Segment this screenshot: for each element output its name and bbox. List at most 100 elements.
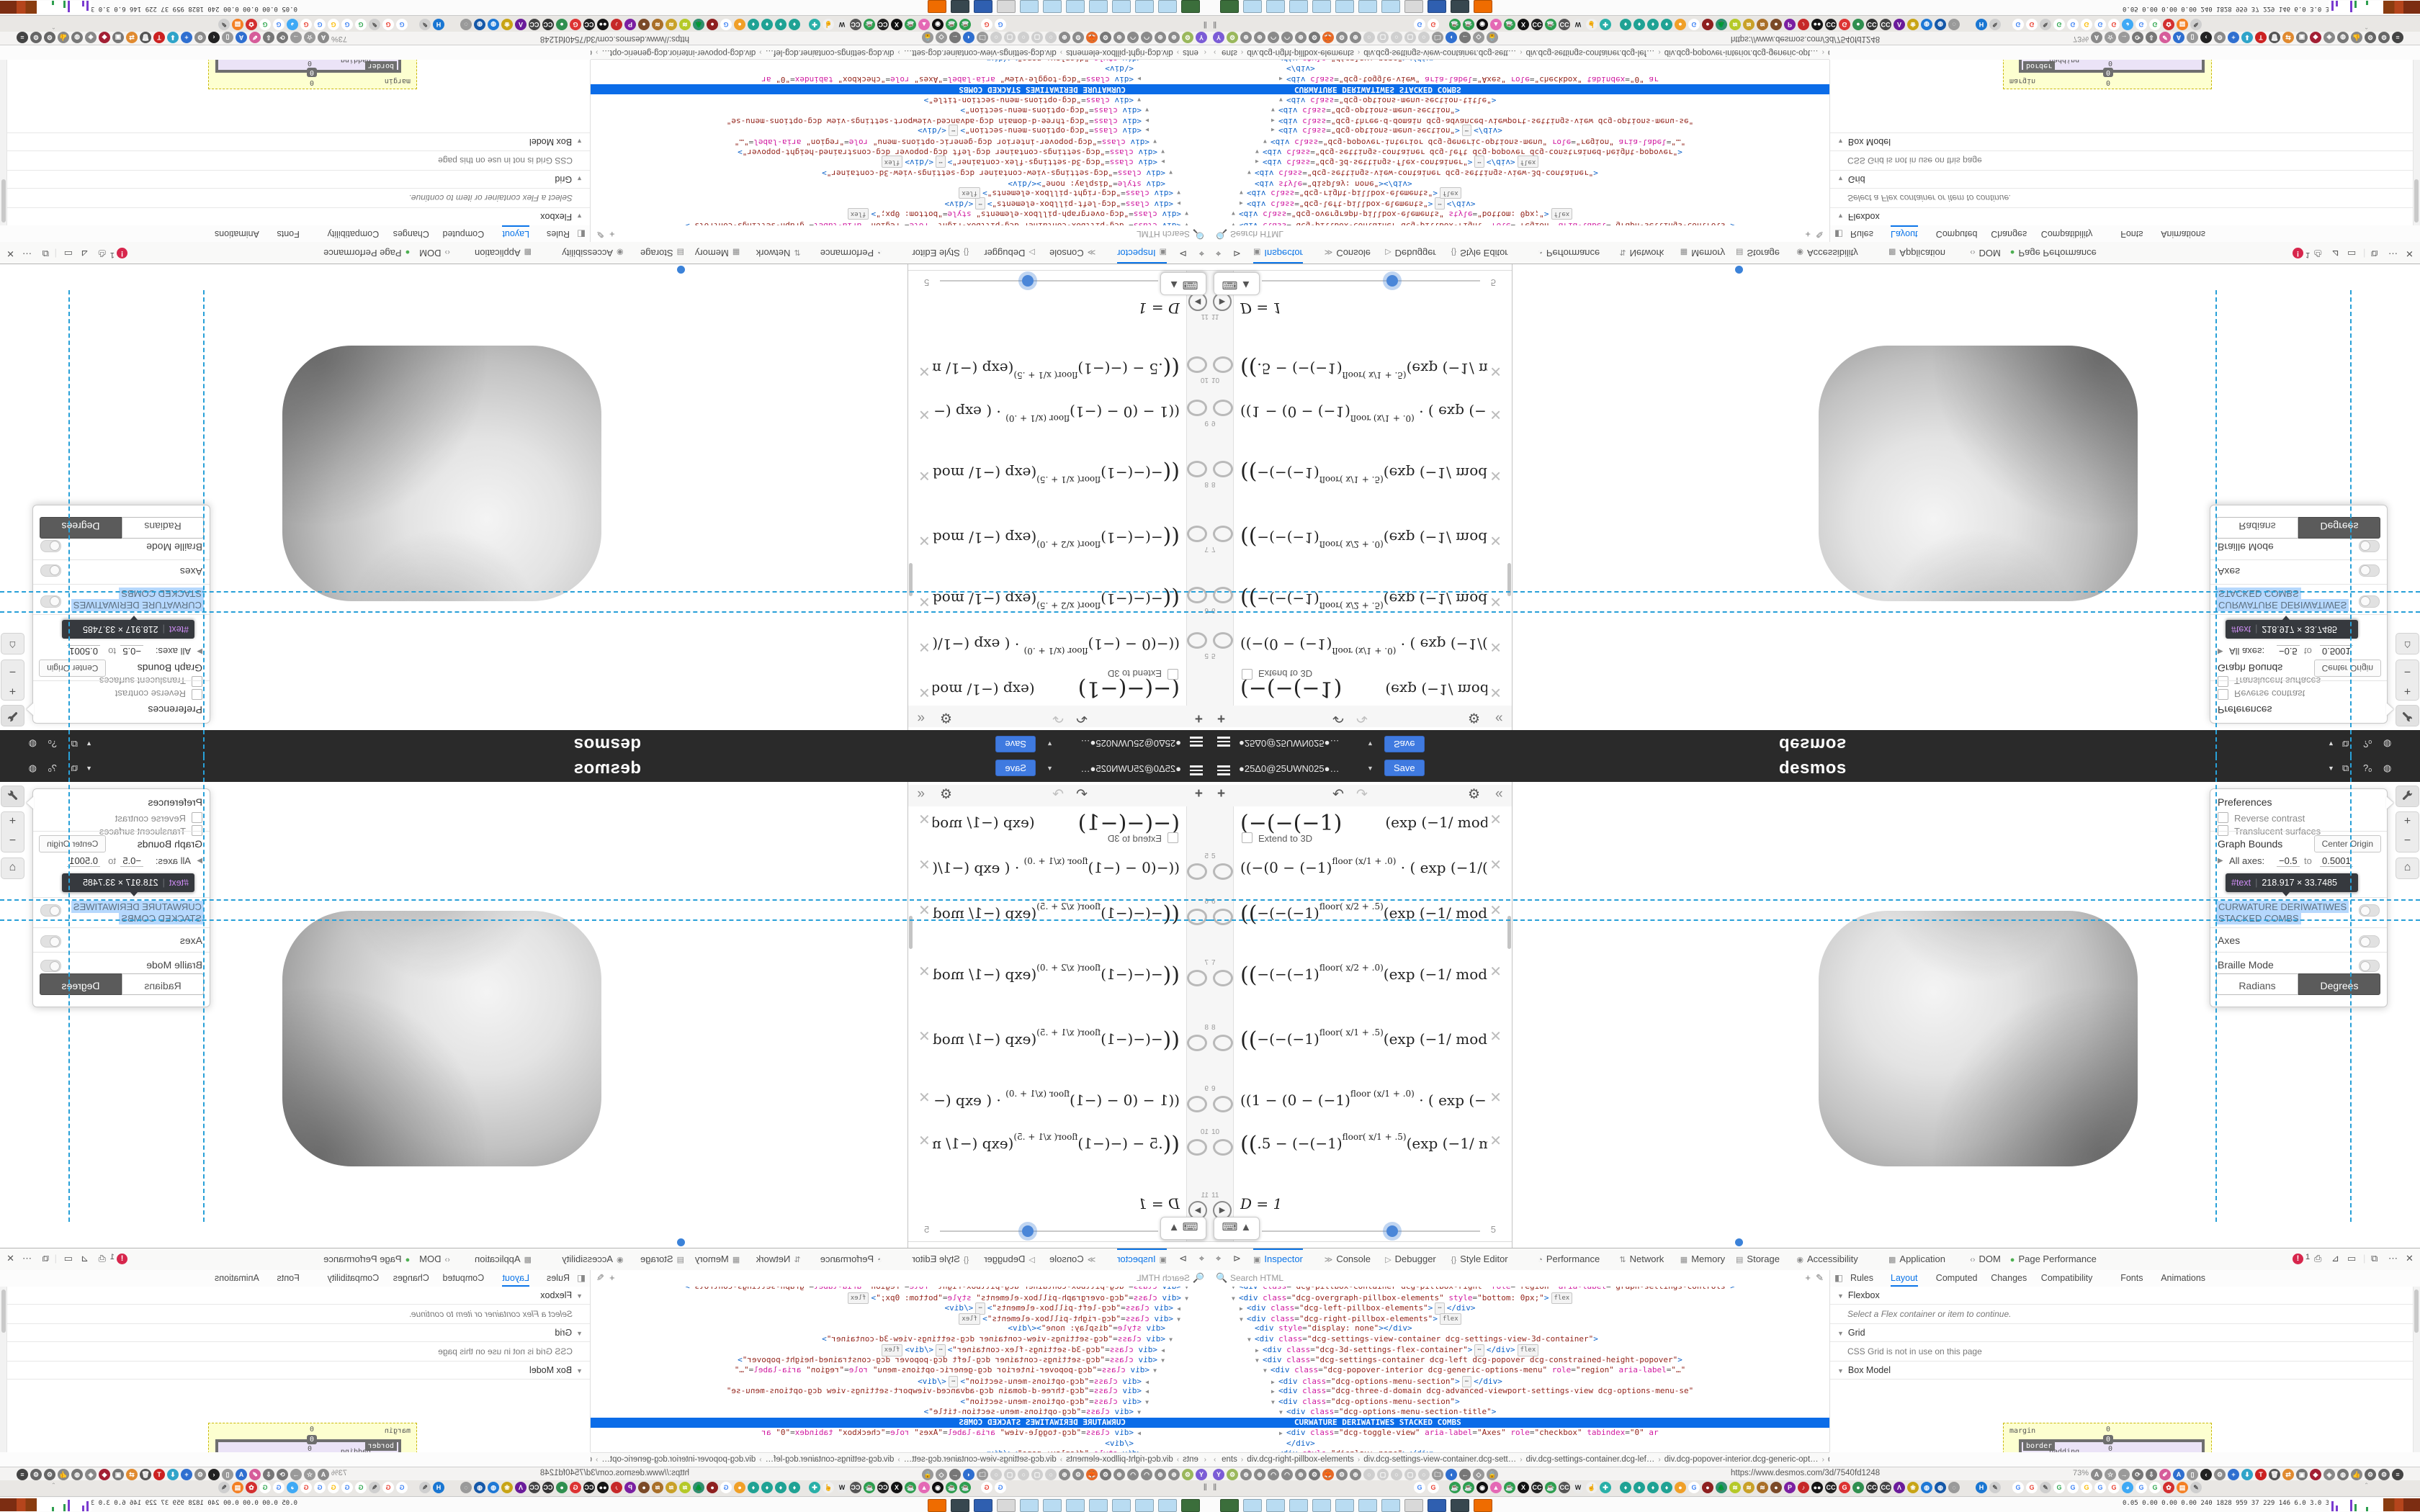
toolbar-icon[interactable]: ⚙	[2378, 32, 2390, 43]
taskbar-icon[interactable]	[1266, 1499, 1285, 1512]
stacked-combs-toggle[interactable]	[40, 595, 61, 608]
delete-expression-icon[interactable]: ✕	[918, 639, 931, 654]
tab-favicon[interactable]: ♪	[611, 19, 622, 30]
taskbar-icon[interactable]	[928, 1499, 946, 1512]
tab-favicon[interactable]: ✚	[1600, 19, 1611, 30]
dom-node-line[interactable]: ▶<div class="dcg-left-pillbox-elements">…	[591, 1302, 1210, 1315]
toolbar-icon[interactable]: ←	[949, 1469, 961, 1480]
tab-favicon[interactable]: ♦	[1647, 1482, 1659, 1493]
devtools-tab-accessibility[interactable]: ◉Accessibility	[1796, 1254, 1858, 1264]
tab-favicon[interactable]: G	[2136, 19, 2147, 30]
tab-favicon[interactable]: G	[341, 1482, 353, 1493]
delete-expression-icon[interactable]: ✕	[918, 812, 931, 828]
breadcrumb[interactable]: ‹ ents›div.dcg-right-pillbox-elements›di…	[591, 1452, 1210, 1467]
toolbar-icon[interactable]: ⚙	[30, 32, 42, 43]
expression-row[interactable]: 9 ((1 − (0 − (−1)floor (x/1 + .0) · ( exp…	[1210, 384, 1512, 428]
tab-favicon[interactable]: ▲	[1490, 1482, 1502, 1493]
taskbar-icon[interactable]	[1043, 1499, 1062, 1512]
devtools-tab-inspector[interactable]: ▣Inspector	[1117, 1248, 1167, 1270]
degrees-button[interactable]: Degrees	[2298, 517, 2380, 539]
expression-row[interactable]: 8 ((−(−(−1)floor( x/1 + .5)(exp (−1/ mod(…	[908, 1023, 1210, 1085]
devtools-tab-network[interactable]: ⇅Network	[756, 1254, 801, 1264]
tab-favicon[interactable]: CC	[542, 19, 554, 30]
ruler-icon[interactable]: ⊿	[2331, 248, 2339, 259]
grid-section-header[interactable]: ▼Grid	[0, 1324, 590, 1342]
account-email[interactable]: ●25Δ0@25UWN025●…	[1239, 738, 1340, 749]
dom-node-line[interactable]: ▶<div class="dcg-three-d-domain dcg-adva…	[726, 117, 1149, 126]
toolbar-icon[interactable]: ⊕	[1350, 32, 1361, 43]
tab-favicon[interactable]: CC	[1531, 1482, 1543, 1493]
toolbar-icon[interactable]: A	[2091, 32, 2102, 43]
toolbar-icon[interactable]: ⚙	[2378, 1469, 2390, 1480]
toolbar-icon[interactable]: ⚙	[44, 1469, 55, 1480]
sidebar-tab-layout[interactable]: Layout	[502, 1270, 529, 1287]
tab-favicon[interactable]: ☕	[1504, 1482, 1515, 1493]
graph-settings-gear-icon[interactable]: ⚙	[939, 787, 952, 802]
toolbar-icon[interactable]: ○	[1045, 32, 1057, 43]
selected-dom-node[interactable]: CURWATURE DERIWATIWES STACKED COMBS	[1210, 84, 1829, 95]
box-model-diagram[interactable]: margin 0 0 0 0 border padding 0 0 0 0 26…	[208, 1423, 417, 1452]
devtools-tab-console[interactable]: ≫Console	[1324, 248, 1371, 258]
tab-favicon[interactable]: CC	[850, 1482, 861, 1493]
url-text[interactable]: https://www.desmos.com/3d/7540fd1248	[1731, 1469, 1881, 1477]
toolbar-icon[interactable]: ⇩	[2146, 32, 2157, 43]
axis-min-input[interactable]: −0.5	[2277, 645, 2300, 657]
extend-to-3d-row[interactable]: Extend to 3D	[1242, 667, 1312, 680]
zoom-out-button[interactable]: −	[1, 660, 24, 680]
tab-favicon[interactable]: ✿	[246, 19, 257, 30]
taskbar-icon[interactable]	[974, 1499, 992, 1512]
slider-definition[interactable]: D = 1	[1240, 1195, 1283, 1212]
tab-favicon[interactable]: ◌	[460, 19, 472, 30]
sidebar-tab-layout[interactable]: Layout	[1891, 225, 1918, 242]
tab-favicon[interactable]: G	[720, 19, 732, 30]
slider-track[interactable]	[1262, 1225, 1480, 1237]
devtools-tab-application[interactable]: ▩Application	[474, 1254, 532, 1264]
tab-favicon[interactable]: 🌲	[1716, 19, 1727, 30]
delete-expression-icon[interactable]: ✕	[918, 406, 931, 422]
help-icon[interactable]: ?ₒ	[48, 762, 57, 773]
expression-row[interactable]: 9 ((1 − (0 − (−1)floor (x/1 + .0) · ( exp…	[908, 384, 1210, 428]
braille-toggle[interactable]	[2359, 540, 2380, 552]
tab-favicon[interactable]: ◍	[1921, 1482, 1932, 1493]
tab-favicon[interactable]: ♦	[775, 19, 786, 30]
dom-node-line[interactable]: ▶<div class="dcg-options-menu-section">⋯…	[591, 125, 1210, 137]
taskbar-icon[interactable]	[951, 1499, 969, 1512]
taskbar-icon[interactable]	[1312, 0, 1331, 13]
caret-down-icon[interactable]: ▼	[86, 740, 92, 747]
toolbar-icon[interactable]: ◖	[1446, 1469, 1457, 1480]
devtools-tab-dom[interactable]: ‹›DOM	[1970, 1254, 2001, 1264]
expression-row[interactable]: 7 ((−(−(−1)floor( x/2 + .0)(exp (−1/ mod(…	[1210, 958, 1512, 1024]
toolbar-icon[interactable]: ◇	[936, 32, 947, 43]
pinned-tab-marker[interactable]: ‖	[1213, 19, 1217, 30]
menu-icon[interactable]	[1190, 763, 1203, 778]
devtools-tab-performance[interactable]: ◔Performance	[820, 1254, 882, 1264]
toolbar-icon[interactable]: ○	[1391, 32, 1402, 43]
wrench-icon[interactable]	[2396, 705, 2419, 726]
expression-row[interactable]: 9 ((1 − (0 − (−1)floor (x/1 + .0) · ( exp…	[908, 1084, 1210, 1128]
breadcrumb-item[interactable]: ents	[1222, 1455, 1237, 1464]
devtools-tab-memory[interactable]: ▦Memory	[694, 1254, 740, 1264]
toolbar-icon[interactable]: ⚙	[1100, 1469, 1111, 1480]
toolbar-icon[interactable]: ⇄	[2282, 1469, 2294, 1480]
tab-favicon[interactable]: ◉	[932, 19, 944, 30]
toolbar-icon[interactable]: Y	[1213, 1469, 1224, 1480]
toolbar-icon[interactable]: ◍	[2337, 32, 2349, 43]
tab-favicon[interactable]: G	[1688, 1482, 1700, 1493]
delete-expression-icon[interactable]: ✕	[1489, 858, 1502, 873]
toolbar-icon[interactable]: ⚙	[1072, 32, 1084, 43]
devtools-tab-debugger[interactable]: ▷Debugger	[1385, 1254, 1436, 1264]
braille-toggle[interactable]	[40, 540, 61, 552]
dom-node-line[interactable]: </div>	[1105, 64, 1134, 74]
taskbar-icon[interactable]	[1135, 0, 1154, 13]
responsive-mode-icon[interactable]: ⧉	[2371, 1253, 2378, 1264]
taskbar-icon[interactable]	[1243, 0, 1262, 13]
expression-latex[interactable]: ((.5 − (−(−1)floor( x/1 + .5)(exp (−1/ m…	[933, 355, 1180, 380]
sidebar-tab-layout[interactable]: Layout	[502, 225, 529, 242]
toolbar-icon[interactable]: ⚙	[194, 32, 206, 43]
reverse-contrast-checkbox[interactable]: Reverse contrast	[2218, 812, 2305, 824]
devtools-tab-network[interactable]: ⇅Network	[1619, 248, 1664, 258]
eyedropper-icon[interactable]: ✎	[596, 1272, 604, 1283]
expression-row[interactable]: 8 ((−(−(−1)floor( x/1 + .5)(exp (−1/ mod(…	[908, 427, 1210, 489]
delete-expression-icon[interactable]: ✕	[1489, 812, 1502, 828]
